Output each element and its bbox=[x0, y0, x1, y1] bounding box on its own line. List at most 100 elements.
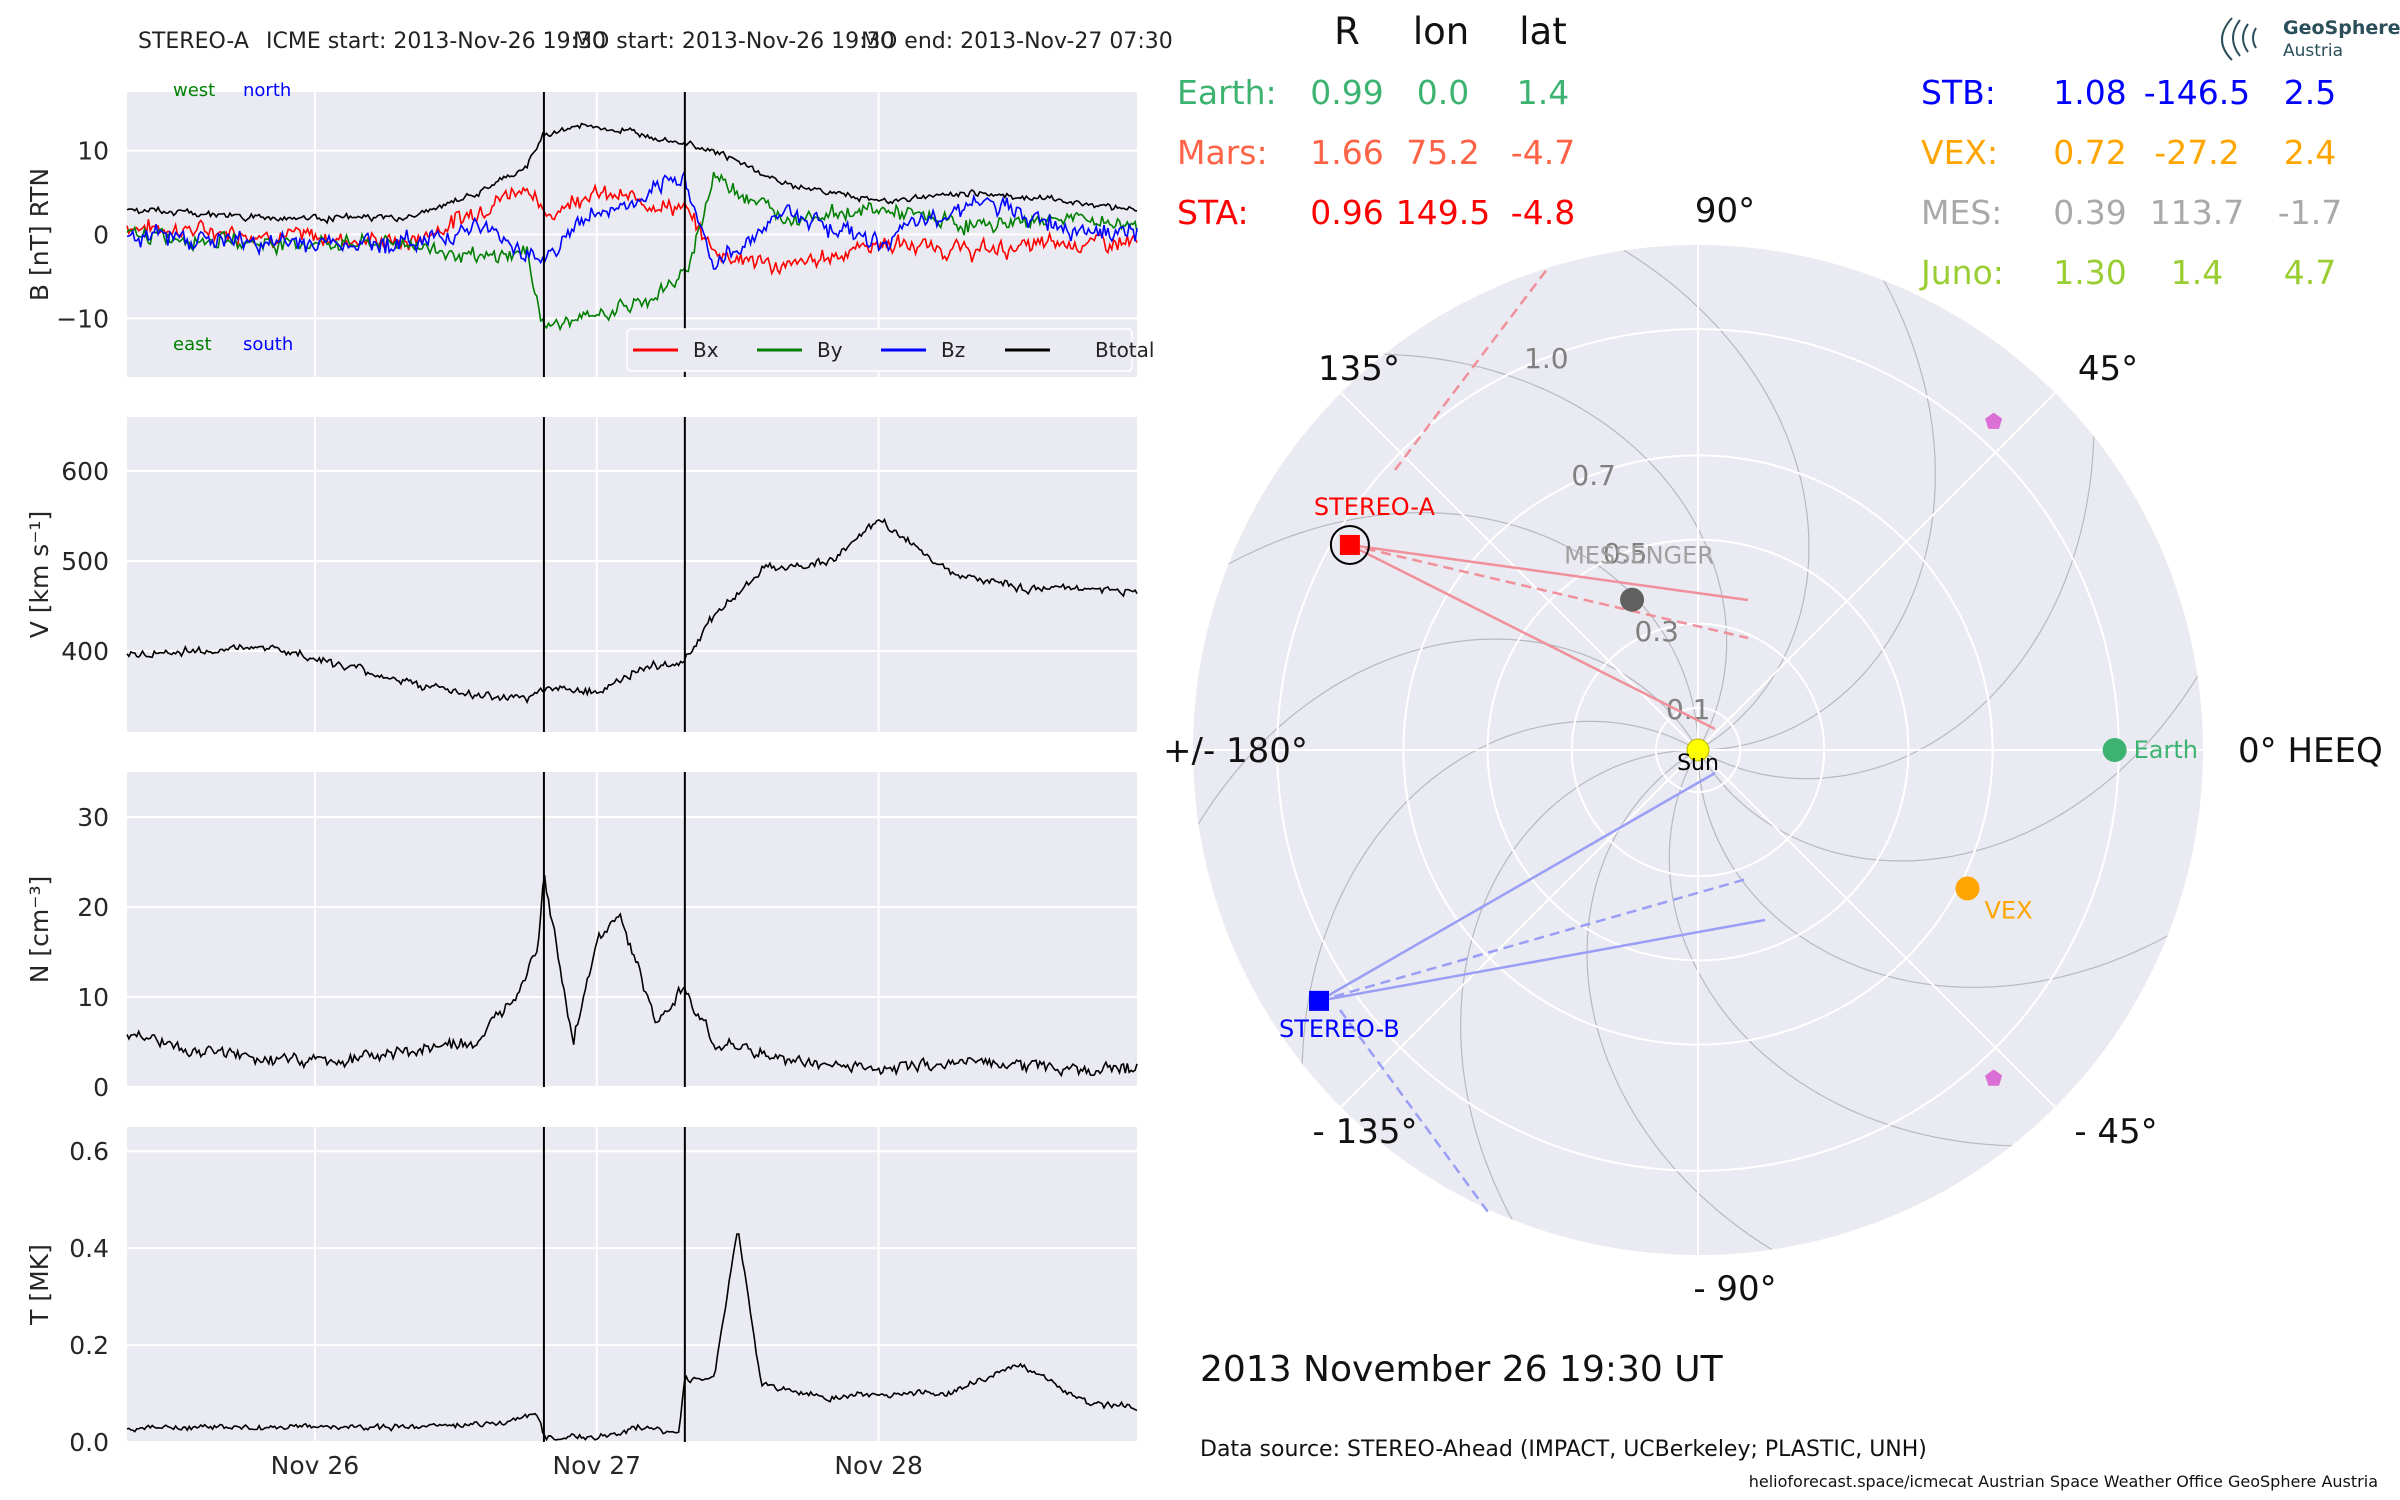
legend-label-by: By bbox=[817, 338, 843, 362]
table-row-lon: -27.2 bbox=[2154, 133, 2239, 172]
y-tick-label: 0.2 bbox=[69, 1331, 109, 1360]
parker-spiral bbox=[1301, 720, 1691, 1173]
parker-spiral bbox=[1193, 638, 1695, 923]
y-tick-label: 10 bbox=[77, 983, 109, 1012]
angular-grid-line bbox=[1697, 749, 2056, 1108]
table-row-name: MES: bbox=[1921, 193, 2002, 232]
angle-label: - 45° bbox=[2074, 1112, 2157, 1152]
geosphere-logo: GeoSphere Austria bbox=[2221, 17, 2400, 61]
annotation-east: east bbox=[173, 334, 212, 355]
legend-label-bz: Bz bbox=[941, 338, 965, 362]
y-tick-label: 0.4 bbox=[69, 1234, 109, 1263]
table-row-r: 1.30 bbox=[2053, 253, 2126, 292]
table-row-r: 0.39 bbox=[2053, 193, 2126, 232]
stb-view-line bbox=[1318, 918, 1766, 1003]
y-tick-label: 500 bbox=[61, 547, 109, 576]
y-tick-label: 20 bbox=[77, 893, 109, 922]
body-messenger-label: MESSENGER bbox=[1564, 542, 1714, 570]
body-stereo-b-label: STEREO-B bbox=[1279, 1015, 1400, 1043]
parker-spirals bbox=[1193, 245, 2203, 1255]
body-messenger-marker bbox=[1620, 587, 1645, 612]
body-sun-marker bbox=[1686, 738, 1710, 762]
radial-label: 0.1 bbox=[1666, 693, 1711, 726]
y-axis-label: B [nT] RTN bbox=[25, 168, 54, 301]
x-tick-label: Nov 27 bbox=[552, 1451, 641, 1480]
table-row-r: 1.66 bbox=[1310, 133, 1383, 172]
table-row-lat: -4.8 bbox=[1511, 193, 1575, 232]
parker-spiral bbox=[1701, 577, 2203, 862]
panel-magnetic-field: 10 0 −10B [nT] RTN west north east south Bx By Bz… bbox=[25, 80, 1154, 377]
series-line-n bbox=[126, 874, 1138, 1078]
body-stereo-b-marker bbox=[1308, 990, 1329, 1011]
table-row-lat: 2.4 bbox=[2284, 133, 2336, 172]
y-axis-label: N [cm⁻³] bbox=[25, 876, 54, 983]
y-tick-label: −10 bbox=[56, 304, 109, 333]
body-earth-label: Earth bbox=[2134, 736, 2198, 764]
body-stereo-a-marker bbox=[1339, 534, 1360, 555]
angular-grid-line bbox=[1340, 749, 1699, 1108]
table-row-r: 0.99 bbox=[1310, 73, 1383, 112]
panel-background bbox=[127, 1127, 1137, 1442]
footer-credits: helioforecast.space/icmecat Austrian Spa… bbox=[1749, 1472, 2378, 1491]
panel-background bbox=[127, 417, 1137, 732]
body-juno-2-marker bbox=[1985, 1069, 2003, 1086]
table-row-lon: -146.5 bbox=[2144, 73, 2250, 112]
footer-source: Data source: STEREO-Ahead (IMPACT, UCBer… bbox=[1200, 1437, 1927, 1462]
body-juno-1-marker bbox=[1985, 412, 2003, 429]
header-spacecraft: STEREO-A bbox=[138, 29, 249, 54]
time-series-panels: 10 0 −10B [nT] RTN west north east south Bx By Bz… bbox=[25, 80, 1154, 1480]
body-earth-marker bbox=[2102, 738, 2127, 762]
y-tick-label: 30 bbox=[77, 803, 109, 832]
header-mo-start: MO start: 2013-Nov-26 19:30 bbox=[573, 29, 895, 54]
parker-spiral bbox=[1705, 327, 2095, 780]
sta-ring bbox=[1329, 524, 1370, 565]
y-tick-label: 0 bbox=[93, 1073, 109, 1102]
table-row-r: 0.72 bbox=[2053, 133, 2126, 172]
y-tick-label: 600 bbox=[61, 457, 109, 486]
body-vex-label: VEX bbox=[1984, 897, 2032, 925]
parker-spiral bbox=[1706, 245, 1936, 751]
table-row-lon: 75.2 bbox=[1406, 133, 1479, 172]
table-row-r: 1.08 bbox=[2053, 73, 2126, 112]
angle-label: 135° bbox=[1318, 349, 1400, 389]
parker-spiral bbox=[1193, 512, 1699, 742]
table-row-lat: 2.5 bbox=[2284, 73, 2336, 112]
parker-spiral bbox=[1697, 758, 2203, 988]
table-row-lon: 113.7 bbox=[2150, 193, 2244, 232]
series-line-t bbox=[126, 1233, 1138, 1442]
logo-text-1: GeoSphere bbox=[2283, 17, 2400, 39]
table-header-r: R bbox=[1334, 10, 1360, 53]
y-tick-label: 0.6 bbox=[69, 1137, 109, 1166]
sta-direction-line bbox=[1394, 267, 1549, 471]
stb-view-line bbox=[1318, 771, 1716, 1002]
legend-label-bx: Bx bbox=[693, 338, 719, 362]
geosphere-logo-icon bbox=[2221, 17, 2257, 61]
body-stereo-a-label: STEREO-A bbox=[1314, 493, 1436, 521]
header-icme-start: ICME start: 2013-Nov-26 19:30 bbox=[266, 29, 606, 54]
angle-label: 45° bbox=[2078, 349, 2138, 389]
sta-view-line-dashed bbox=[1349, 543, 1749, 640]
table-row-lon: 149.5 bbox=[1396, 193, 1490, 232]
y-axis-label: V [km s⁻¹] bbox=[25, 511, 54, 639]
legend: Bx By Bz Btotal bbox=[626, 328, 1154, 372]
y-tick-label: 0 bbox=[93, 221, 109, 250]
parker-spiral bbox=[1460, 749, 1690, 1255]
body-vex-marker bbox=[1955, 876, 1980, 901]
legend-box bbox=[626, 328, 1133, 372]
y-tick-label: 400 bbox=[61, 637, 109, 666]
radial-label: 0.7 bbox=[1571, 459, 1616, 492]
sta-view-lines bbox=[1349, 267, 1749, 731]
polar-position-plot: 0.1 0.3 0.5 0.7 1.0 90° 135° 45° +/- 180° 0° HEEQ… bbox=[1163, 191, 2383, 1309]
series-line-bz bbox=[126, 169, 1138, 270]
y-tick-label: 10 bbox=[77, 137, 109, 166]
legend-label-btotal: Btotal bbox=[1095, 338, 1154, 362]
panel-temperature: 0.6 0.4 0.2 0.0 T [MK] Nov 26 Nov 27 Nov 28 bbox=[25, 1127, 1138, 1480]
table-row-name: Mars: bbox=[1177, 133, 1268, 172]
radial-label: 1.0 bbox=[1524, 342, 1569, 375]
annotation-north: north bbox=[243, 80, 291, 101]
parker-spiral bbox=[1668, 757, 2121, 1147]
table-row-name: STB: bbox=[1921, 73, 1996, 112]
stb-direction-line bbox=[1338, 1009, 1490, 1213]
